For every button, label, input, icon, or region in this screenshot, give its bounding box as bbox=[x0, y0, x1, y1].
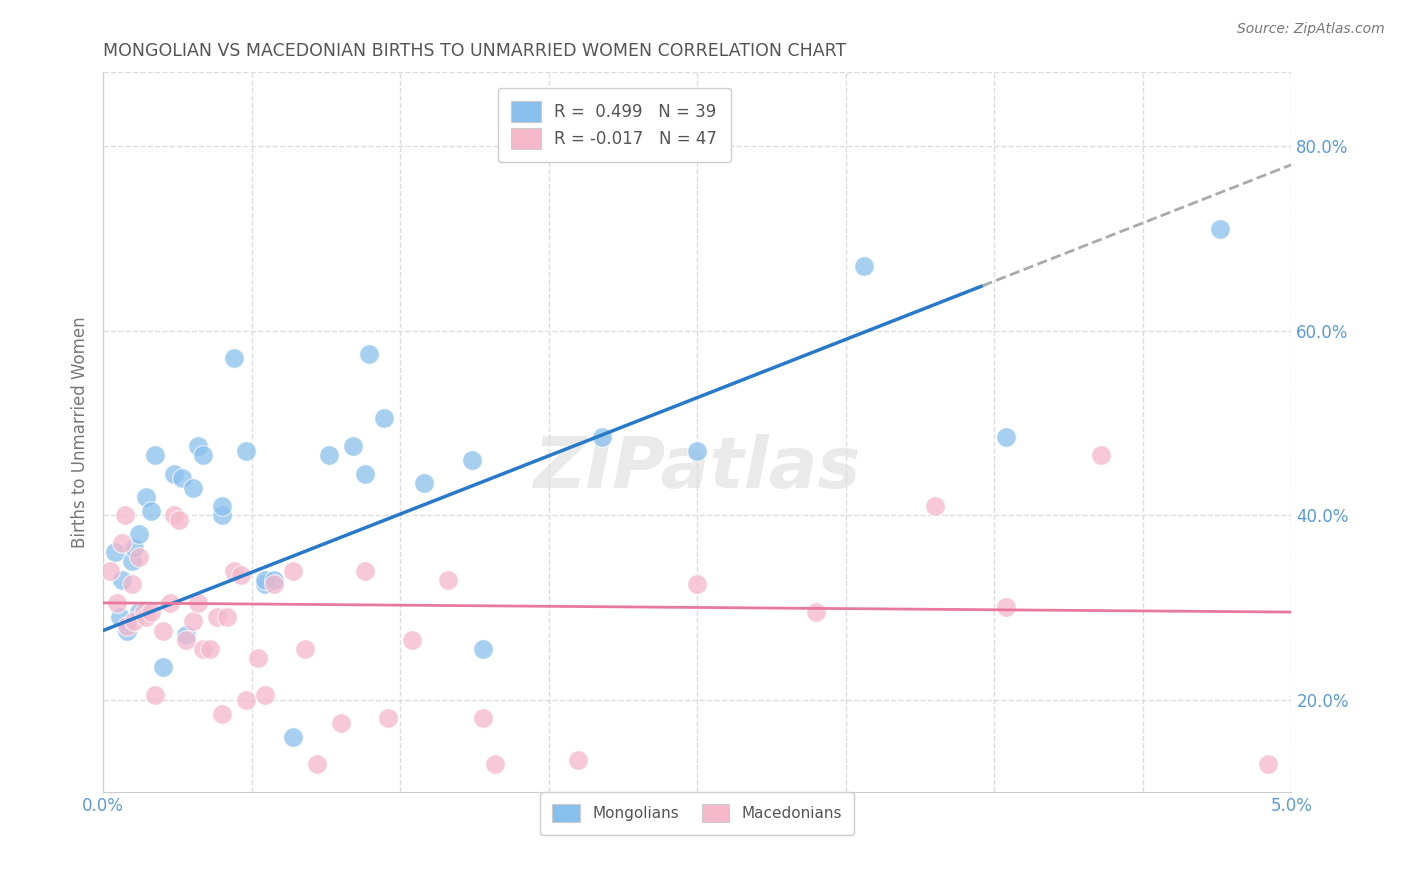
Point bbox=[353, 467, 375, 481]
Point bbox=[305, 757, 328, 772]
Point bbox=[804, 605, 827, 619]
Point bbox=[176, 632, 198, 647]
Point bbox=[176, 628, 198, 642]
Point bbox=[152, 660, 174, 674]
Point bbox=[342, 439, 364, 453]
Point bbox=[1090, 448, 1112, 462]
Point bbox=[329, 715, 352, 730]
Point bbox=[222, 564, 245, 578]
Point bbox=[139, 503, 162, 517]
Point bbox=[128, 549, 150, 564]
Y-axis label: Births to Unmarried Women: Births to Unmarried Women bbox=[72, 317, 89, 548]
Point bbox=[163, 508, 186, 523]
Point bbox=[187, 439, 209, 453]
Point bbox=[145, 448, 167, 462]
Point bbox=[283, 564, 305, 578]
Point bbox=[253, 688, 276, 702]
Point bbox=[373, 411, 395, 425]
Point bbox=[163, 467, 186, 481]
Point bbox=[283, 730, 305, 744]
Point bbox=[229, 568, 252, 582]
Point bbox=[1209, 222, 1232, 236]
Point bbox=[105, 596, 128, 610]
Point bbox=[401, 632, 423, 647]
Point bbox=[222, 351, 245, 366]
Point bbox=[121, 554, 143, 568]
Point bbox=[1257, 757, 1279, 772]
Point bbox=[187, 596, 209, 610]
Point bbox=[122, 541, 145, 555]
Point bbox=[191, 642, 214, 657]
Point bbox=[924, 499, 946, 513]
Legend: Mongolians, Macedonians: Mongolians, Macedonians bbox=[540, 791, 855, 835]
Point bbox=[132, 605, 155, 619]
Point bbox=[246, 651, 269, 665]
Point bbox=[115, 619, 138, 633]
Point bbox=[170, 471, 193, 485]
Point bbox=[121, 577, 143, 591]
Point bbox=[198, 642, 221, 657]
Point bbox=[235, 443, 257, 458]
Point bbox=[205, 609, 228, 624]
Point bbox=[472, 711, 495, 725]
Point bbox=[159, 596, 181, 610]
Point bbox=[253, 577, 276, 591]
Point bbox=[263, 573, 285, 587]
Point bbox=[253, 573, 276, 587]
Point bbox=[152, 624, 174, 638]
Text: Source: ZipAtlas.com: Source: ZipAtlas.com bbox=[1237, 22, 1385, 37]
Point bbox=[211, 508, 233, 523]
Point bbox=[104, 545, 127, 559]
Point bbox=[108, 609, 131, 624]
Point bbox=[111, 536, 134, 550]
Point bbox=[377, 711, 399, 725]
Point bbox=[235, 692, 257, 706]
Point bbox=[995, 430, 1018, 444]
Point bbox=[139, 605, 162, 619]
Point bbox=[460, 453, 482, 467]
Point bbox=[472, 642, 495, 657]
Point bbox=[591, 430, 613, 444]
Text: ZIPatlas: ZIPatlas bbox=[534, 434, 860, 503]
Point bbox=[145, 688, 167, 702]
Point bbox=[318, 448, 340, 462]
Point bbox=[128, 526, 150, 541]
Point bbox=[98, 564, 121, 578]
Point bbox=[115, 624, 138, 638]
Point bbox=[436, 573, 458, 587]
Point bbox=[114, 508, 136, 523]
Point bbox=[135, 490, 157, 504]
Point bbox=[686, 443, 709, 458]
Point bbox=[852, 259, 875, 273]
Point bbox=[484, 757, 506, 772]
Point bbox=[211, 706, 233, 721]
Point bbox=[294, 642, 316, 657]
Point bbox=[183, 481, 205, 495]
Point bbox=[167, 513, 190, 527]
Point bbox=[122, 615, 145, 629]
Point bbox=[353, 564, 375, 578]
Point bbox=[183, 615, 205, 629]
Point bbox=[135, 609, 157, 624]
Point bbox=[191, 448, 214, 462]
Point bbox=[215, 609, 238, 624]
Point bbox=[263, 577, 285, 591]
Point bbox=[359, 347, 381, 361]
Point bbox=[686, 577, 709, 591]
Point bbox=[413, 475, 436, 490]
Point bbox=[128, 605, 150, 619]
Point bbox=[111, 573, 134, 587]
Point bbox=[567, 753, 589, 767]
Text: MONGOLIAN VS MACEDONIAN BIRTHS TO UNMARRIED WOMEN CORRELATION CHART: MONGOLIAN VS MACEDONIAN BIRTHS TO UNMARR… bbox=[103, 42, 846, 60]
Point bbox=[211, 499, 233, 513]
Point bbox=[995, 600, 1018, 615]
